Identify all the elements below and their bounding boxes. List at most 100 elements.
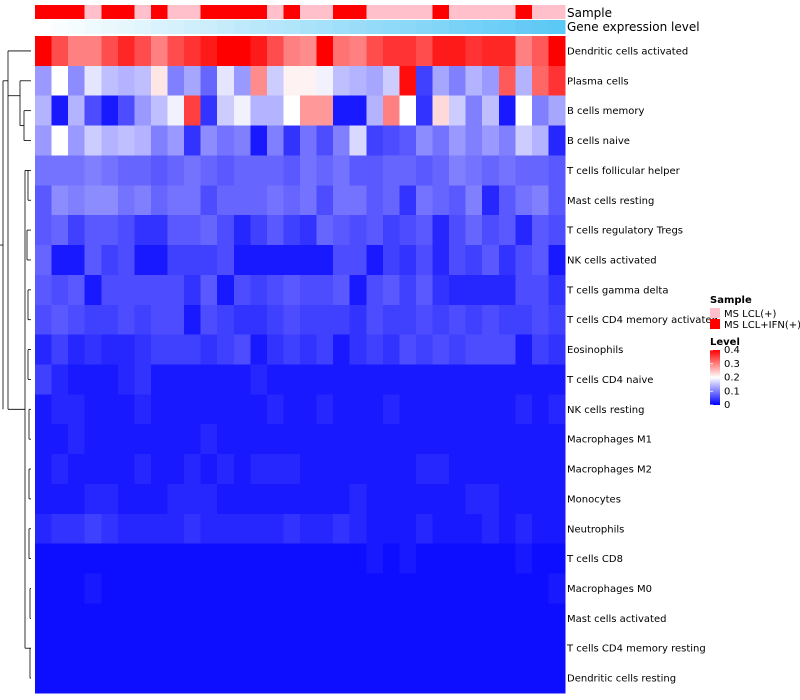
heatmap-cell bbox=[349, 274, 367, 306]
row-label: Neutrophils bbox=[567, 524, 624, 535]
heatmap-cell bbox=[449, 424, 467, 455]
heatmap-cell bbox=[300, 573, 318, 604]
heatmap-cell bbox=[68, 573, 86, 604]
heatmap-cell bbox=[515, 274, 533, 306]
heatmap-cell bbox=[482, 245, 500, 276]
heatmap-cell bbox=[415, 603, 433, 634]
heatmap-cell bbox=[101, 36, 119, 67]
heatmap-cell bbox=[498, 394, 516, 425]
heatmap-cell bbox=[217, 65, 235, 97]
row-label: T cells gamma delta bbox=[566, 285, 668, 296]
heatmap-cell bbox=[134, 364, 152, 395]
heatmap-cell bbox=[449, 215, 467, 246]
heatmap-cell bbox=[531, 185, 549, 216]
heatmap-cell bbox=[167, 483, 185, 515]
heatmap-cell bbox=[167, 663, 185, 694]
heatmap-cell bbox=[316, 245, 334, 276]
heatmap-cell bbox=[84, 454, 102, 485]
heatmap-cell bbox=[84, 513, 102, 545]
heatmap-cell bbox=[432, 663, 450, 694]
heatmap-cell bbox=[432, 543, 450, 575]
heatmap-cell bbox=[250, 424, 268, 455]
gene-annotation-cell bbox=[531, 20, 549, 34]
heatmap-cell bbox=[68, 364, 86, 395]
heatmap-cell bbox=[233, 394, 251, 425]
heatmap-cell bbox=[465, 304, 483, 336]
heatmap-cell bbox=[68, 304, 86, 336]
heatmap-cell bbox=[51, 36, 69, 67]
heatmap-cell bbox=[68, 245, 86, 276]
heatmap-cell bbox=[548, 95, 566, 127]
heatmap-cell bbox=[482, 274, 500, 306]
heatmap-cell bbox=[84, 185, 102, 216]
heatmap-cell bbox=[233, 185, 251, 216]
heatmap-cell bbox=[134, 573, 152, 604]
heatmap-cell bbox=[68, 185, 86, 216]
heatmap-cell bbox=[68, 274, 86, 306]
legend-sample-label: MS LCL(+) bbox=[724, 309, 777, 320]
heatmap-cell bbox=[250, 364, 268, 395]
heatmap-cell bbox=[531, 215, 549, 246]
heatmap-cell bbox=[184, 125, 202, 156]
heatmap-cell bbox=[449, 125, 467, 156]
heatmap-cell bbox=[51, 65, 69, 97]
sample-annotation-cell bbox=[68, 5, 86, 19]
heatmap-cell bbox=[217, 125, 235, 156]
heatmap-cell bbox=[449, 36, 467, 67]
heatmap-cell bbox=[200, 125, 218, 156]
heatmap-cell bbox=[515, 36, 533, 67]
heatmap-cell bbox=[233, 483, 251, 515]
sample-annotation-cell bbox=[465, 5, 483, 19]
heatmap-cell bbox=[233, 155, 251, 186]
heatmap-cell bbox=[349, 513, 367, 545]
heatmap-cell bbox=[134, 125, 152, 156]
legend-sample-title: Sample bbox=[710, 295, 752, 306]
heatmap-cell bbox=[333, 215, 351, 246]
heatmap-cell bbox=[449, 454, 467, 485]
heatmap-cell bbox=[101, 603, 119, 634]
heatmap-cell bbox=[316, 513, 334, 545]
heatmap-cell bbox=[283, 185, 301, 216]
heatmap-cell bbox=[415, 454, 433, 485]
heatmap-cell bbox=[498, 95, 516, 127]
heatmap-cell bbox=[515, 663, 533, 694]
gene-annotation-cell bbox=[316, 20, 334, 34]
heatmap-cell bbox=[432, 215, 450, 246]
heatmap-cell bbox=[51, 215, 69, 246]
heatmap-cell bbox=[515, 245, 533, 276]
heatmap-cell bbox=[117, 125, 135, 156]
heatmap-cell bbox=[134, 304, 152, 336]
row-label: B cells memory bbox=[567, 106, 644, 117]
heatmap-cells bbox=[35, 36, 566, 694]
heatmap-cell bbox=[333, 454, 351, 485]
heatmap-cell bbox=[316, 633, 334, 664]
sample-annotation-cell bbox=[134, 5, 152, 19]
heatmap-cell bbox=[283, 454, 301, 485]
heatmap-cell bbox=[167, 245, 185, 276]
heatmap-cell bbox=[515, 334, 533, 365]
heatmap-cell bbox=[399, 215, 417, 246]
heatmap-cell bbox=[300, 663, 318, 694]
heatmap-cell bbox=[316, 573, 334, 604]
level-colorbar bbox=[710, 350, 720, 405]
sample-annotation-cell bbox=[150, 5, 168, 19]
heatmap-cell bbox=[399, 155, 417, 186]
gene-annotation-cell bbox=[283, 20, 301, 34]
heatmap-cell bbox=[531, 36, 549, 67]
heatmap-cell bbox=[101, 304, 119, 336]
heatmap-cell bbox=[366, 95, 384, 127]
heatmap-cell bbox=[333, 364, 351, 395]
heatmap-cell bbox=[415, 334, 433, 365]
sample-annotation-cell bbox=[184, 5, 202, 19]
heatmap-cell bbox=[415, 155, 433, 186]
gene-annotation-cell bbox=[117, 20, 135, 34]
heatmap-cell bbox=[51, 394, 69, 425]
heatmap-cell bbox=[531, 245, 549, 276]
heatmap-cell bbox=[266, 185, 284, 216]
heatmap-cell bbox=[333, 155, 351, 186]
row-label: T cells CD4 memory resting bbox=[566, 644, 706, 655]
heatmap-cell bbox=[184, 633, 202, 664]
heatmap-cell bbox=[283, 394, 301, 425]
heatmap-cell bbox=[333, 603, 351, 634]
sample-annotation-cell bbox=[84, 5, 102, 19]
